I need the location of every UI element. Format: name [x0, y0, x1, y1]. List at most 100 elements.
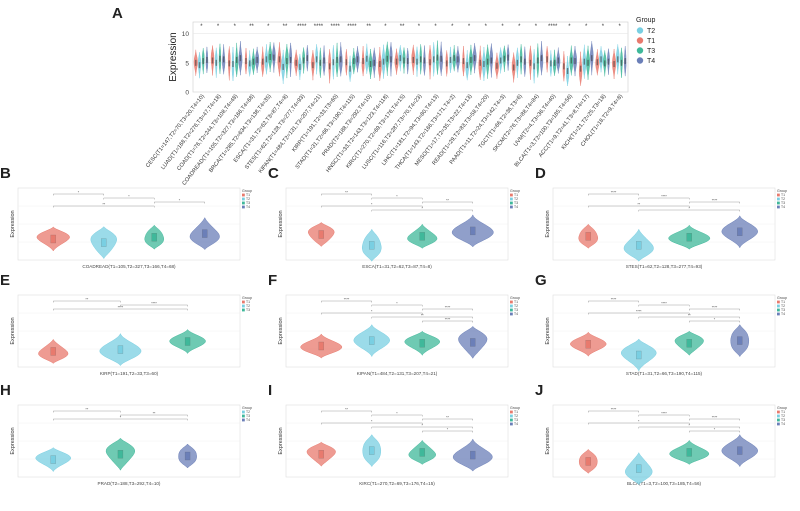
panel-e-legend-title: Group	[242, 296, 252, 300]
panel-a-box-t2	[583, 58, 586, 65]
panel-g-box-t2	[636, 350, 642, 360]
panel-g-significance-label: ****	[661, 301, 667, 305]
panel-a-box-t4	[289, 56, 292, 63]
panel-c-significance-bracket	[371, 209, 473, 212]
panel-i-significance-bracket	[422, 418, 473, 421]
panel-a-box-t3	[503, 55, 506, 62]
panel-a-significance-label: **	[249, 24, 254, 30]
panel-a-legend-item: T2	[647, 28, 655, 35]
panel-a-y-tick-label: 10	[182, 31, 190, 38]
panel-g-legend-item: T4	[781, 312, 785, 316]
panel-d-legend-swatch-t2	[777, 197, 780, 201]
panel-b-y-axis-label: Expression	[10, 210, 16, 237]
panel-a-box-t2	[349, 65, 351, 72]
panel-a-box-t3	[537, 57, 539, 64]
panel-b-box-t4	[202, 229, 208, 238]
panel-a-box-t3	[219, 55, 221, 62]
panel-d-significance-bracket	[588, 193, 639, 196]
panel-f-significance-label: ****	[344, 297, 350, 301]
panel-b-legend-item: T1	[246, 193, 250, 197]
panel-j-significance-bracket	[638, 426, 740, 429]
panel-g-box-t4	[737, 336, 743, 345]
panel-f-legend-swatch-t2	[510, 304, 513, 308]
panel-a-box-t3	[202, 58, 204, 65]
panel-a-box-t4	[390, 56, 392, 63]
panel-h: HExpressionPRAD(T2=188,T3=292,T4=10)****…	[0, 382, 252, 486]
panel-a-significance-label: *	[451, 24, 454, 30]
panel-label-j: J	[535, 382, 543, 399]
panel-a-box-t2	[550, 60, 552, 67]
panel-a-box-t2	[533, 63, 535, 70]
panel-a-box-t4	[524, 58, 526, 65]
panel-c-significance-label: *	[422, 206, 424, 210]
panel-i-legend-item: T4	[514, 422, 518, 426]
panel-j-box-t2	[636, 464, 642, 473]
panel-a-box-t1	[362, 58, 364, 65]
panel-i-box-t3	[419, 448, 425, 457]
panel-f-significance-bracket	[371, 304, 423, 307]
panel-g-legend-item: T1	[781, 300, 785, 304]
panel-a-legend-item: T4	[647, 58, 655, 65]
panel-h-legend-item: T2	[246, 410, 250, 414]
panel-j-significance-label: ****	[712, 415, 718, 419]
panel-a-box-t2	[382, 58, 385, 65]
panel-d-box-t1	[585, 232, 591, 241]
panel-a-box-t2	[215, 59, 217, 66]
panel-g-y-axis-label: Expression	[545, 317, 551, 344]
panel-a-box-t1	[211, 57, 214, 64]
panel-i-legend-item: T3	[514, 418, 518, 422]
panel-i-legend-swatch-t2	[510, 414, 513, 418]
panel-d-significance-bracket	[638, 209, 740, 212]
panel-c-box-t2	[369, 241, 375, 250]
panel-a-box-t3	[604, 60, 606, 67]
panel-label-f: F	[268, 272, 277, 289]
panel-a-box-t4	[591, 55, 593, 62]
panel-label-h: H	[0, 382, 11, 399]
panel-a-box-t1	[412, 56, 414, 63]
panel-d-box-t2	[636, 241, 642, 250]
panel-d-y-axis-label: Expression	[545, 210, 551, 237]
panel-e-legend-item: T2	[246, 304, 250, 308]
panel-a-significance-label: **	[283, 24, 288, 30]
panel-b-legend-item: T4	[246, 205, 250, 209]
panel-b-significance-label: *	[179, 198, 181, 202]
panel-i-y-axis-label: Expression	[278, 427, 284, 454]
panel-c-significance-bracket	[422, 201, 473, 204]
panel-label-b: B	[0, 165, 11, 182]
panel-g-significance-bracket	[689, 308, 740, 311]
panel-c-x-axis-label: ESCA(T1=31,T2=62,T3=87,T4=8)	[362, 264, 432, 269]
panel-a-box-t2	[248, 60, 251, 67]
panel-i: I Expression KIRC(T1=270,T2=69,T3=176,T4=1…	[268, 382, 520, 486]
panel-a-y-tick-label: 0	[185, 90, 189, 97]
panel-a-box-t3	[269, 54, 271, 60]
panel-c-legend-item: T4	[514, 205, 518, 209]
panel-a-box-t2	[282, 63, 284, 70]
panel-b-significance-label: *	[78, 190, 80, 194]
panel-h-y-axis-label: Expression	[10, 427, 16, 454]
panel-i-legend-swatch-t1	[510, 410, 513, 414]
panel-a-box-t1	[546, 56, 548, 63]
panel-a-box-t1	[345, 59, 348, 66]
panel-i-significance-label: *	[371, 419, 373, 423]
panel-c-box-t3	[419, 232, 425, 241]
panel-a-significance-label: *	[200, 24, 203, 30]
panel-f-box-t2	[369, 336, 375, 345]
panel-d-significance-bracket	[588, 205, 690, 208]
panel-a-box-t1	[462, 58, 465, 65]
panel-e-legend-swatch-t3	[242, 308, 245, 312]
panel-h-significance-bracket	[120, 414, 188, 417]
panel-a-box-t1	[446, 60, 448, 67]
panel-b-legend-swatch-t2	[242, 197, 245, 201]
panel-f-legend-item: T2	[514, 304, 518, 308]
panel-i-legend-item: T1	[514, 410, 518, 414]
panel-a-box-t3	[319, 59, 322, 66]
panel-a-significance-label: ****	[347, 24, 357, 30]
panel-j-significance-bracket	[588, 410, 639, 413]
panel-b-significance-label: **	[102, 202, 105, 206]
panel-j-legend-item: T1	[781, 410, 785, 414]
panel-h-significance-label: *	[120, 415, 122, 419]
panel-e-significance-bracket	[53, 300, 121, 303]
panel-h-legend-title: Group	[242, 406, 252, 410]
panel-a-box-t4	[624, 58, 626, 65]
panel-a-box-t3	[420, 56, 422, 63]
